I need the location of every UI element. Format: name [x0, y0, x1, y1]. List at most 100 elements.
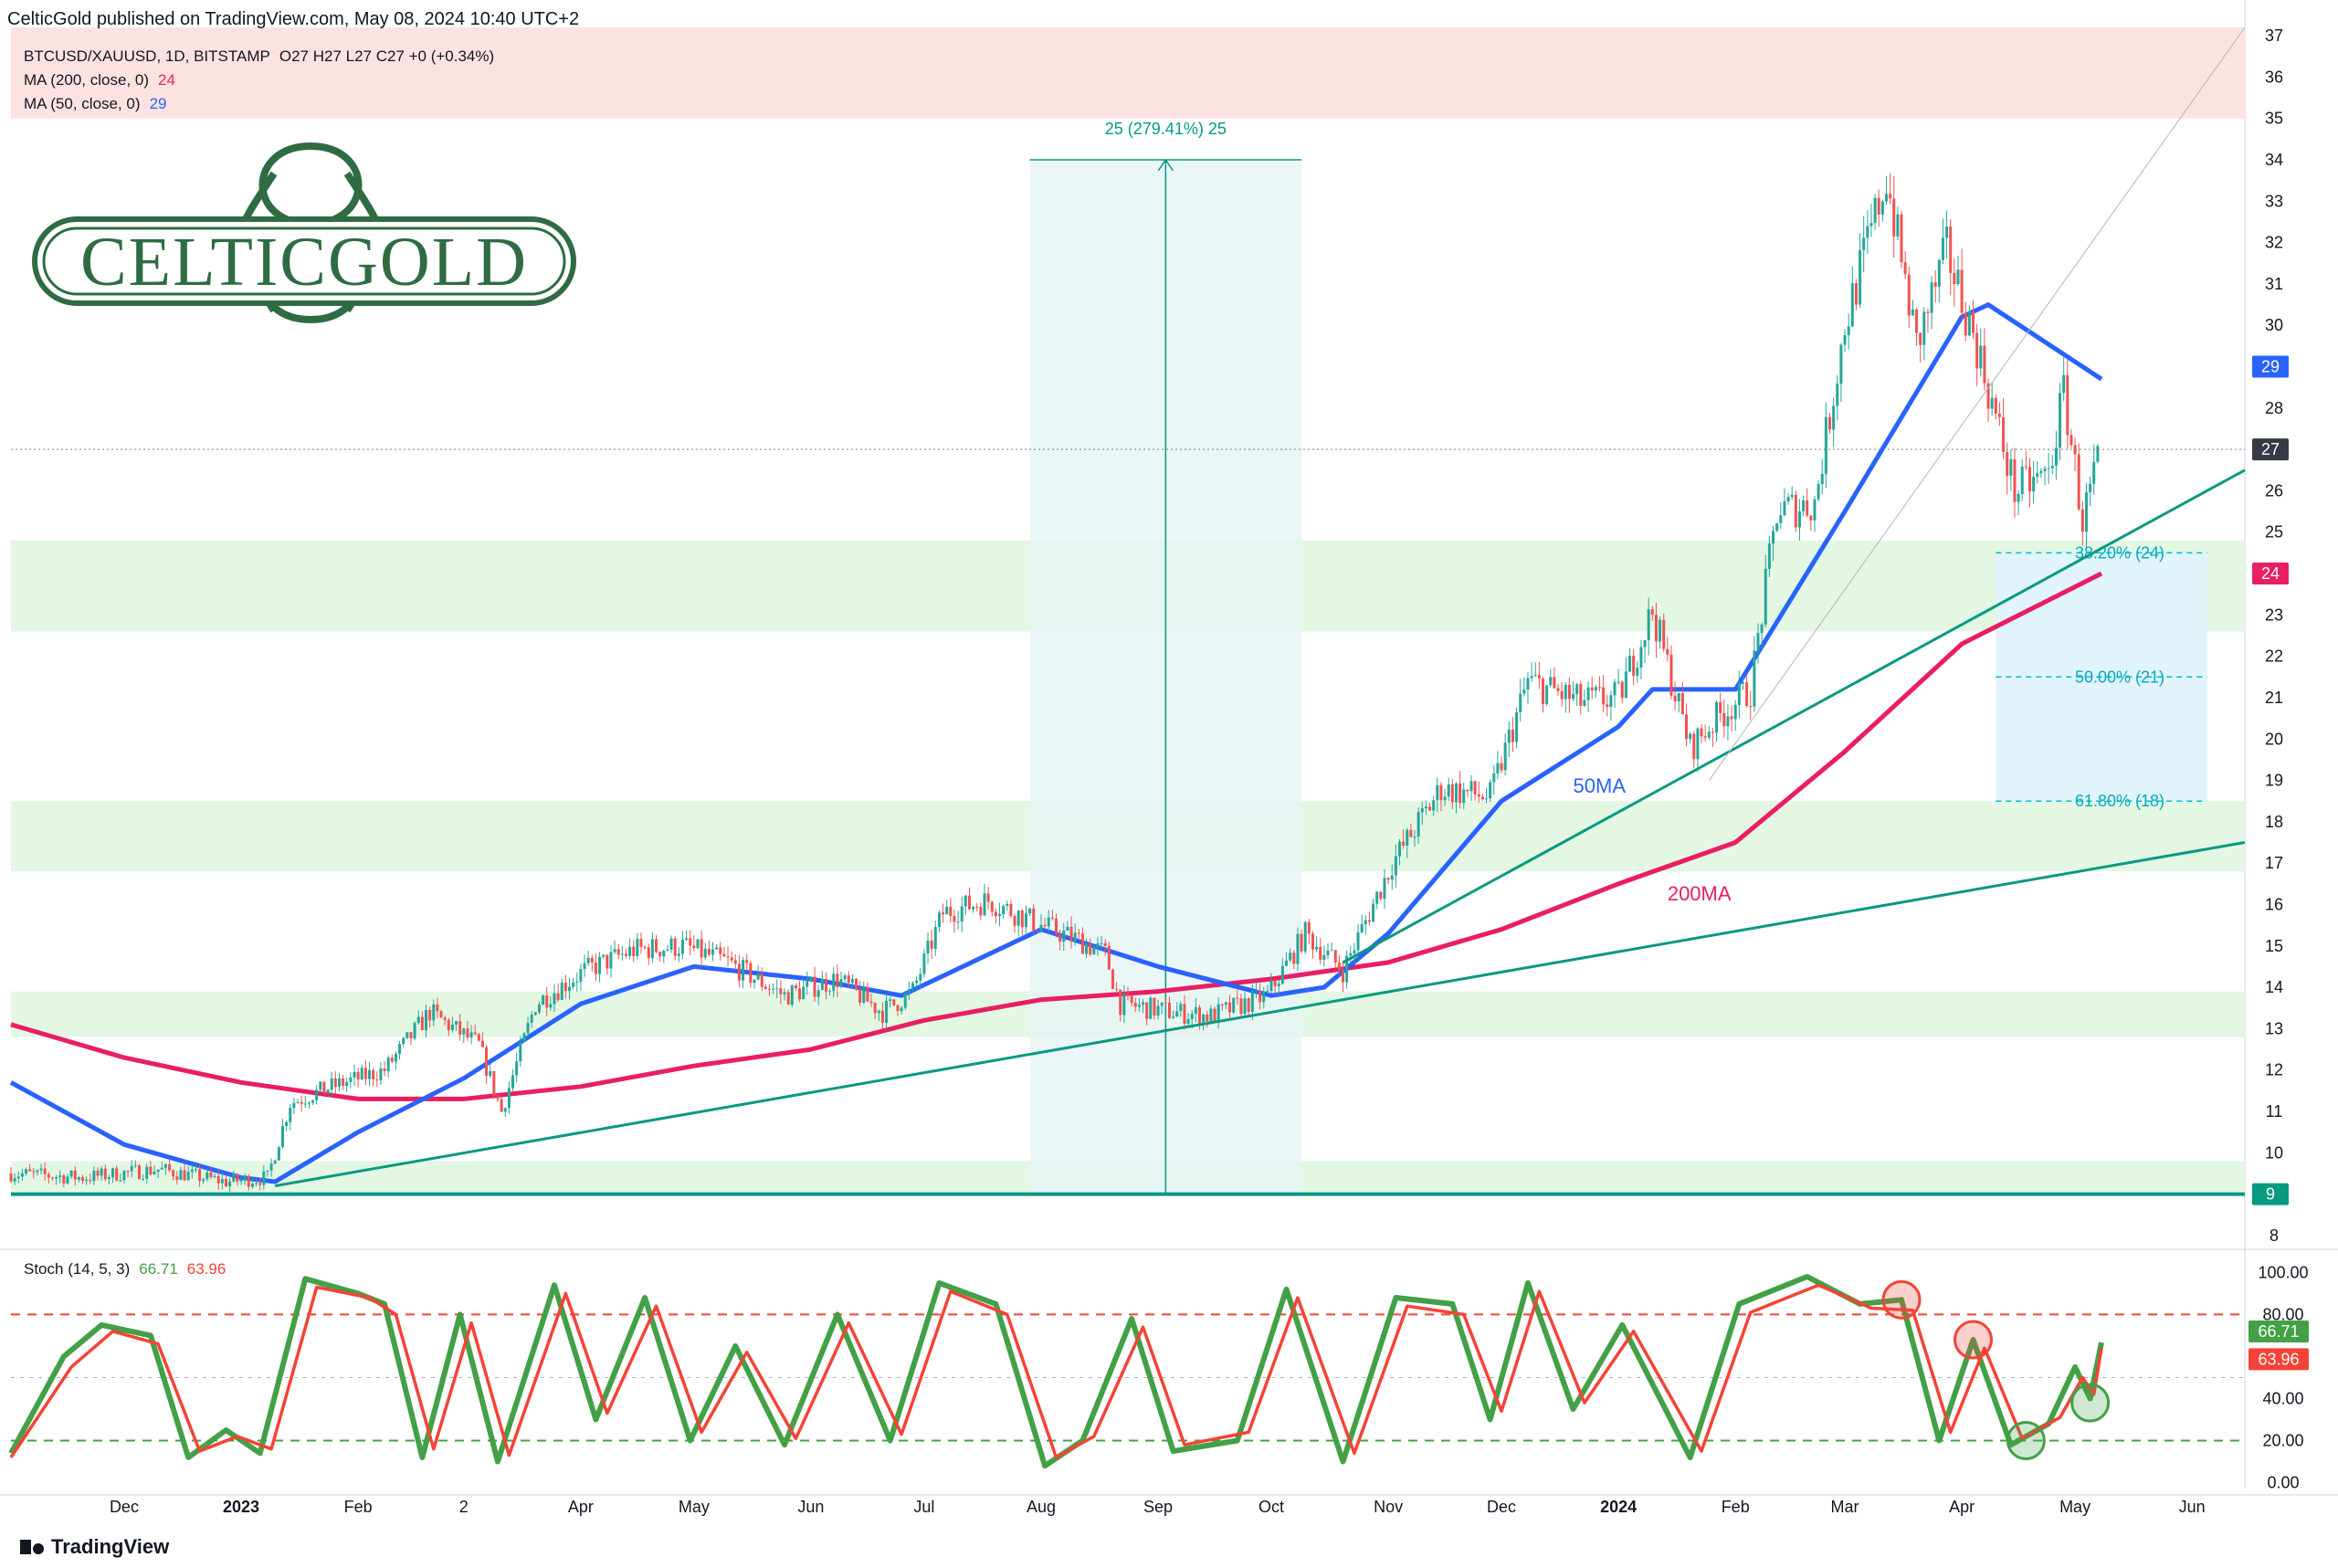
candle-body	[900, 1007, 903, 1012]
candle-body	[183, 1170, 186, 1181]
candle-body	[998, 913, 1002, 917]
candle-body	[1224, 1002, 1227, 1005]
candle-body	[1111, 969, 1114, 989]
candle-body	[1643, 640, 1647, 647]
candle-body	[77, 1177, 80, 1180]
price-tag	[2252, 355, 2289, 378]
candle-body	[1390, 875, 1394, 880]
trendlines	[11, 26, 2246, 1196]
candle-body	[1209, 1008, 1213, 1022]
candle-body	[1703, 736, 1707, 738]
candle-body	[356, 1071, 360, 1080]
ma50-legend[interactable]: MA (50, close, 0) 29	[24, 95, 175, 113]
candle-body	[1964, 312, 1967, 336]
price-tick-label: 10	[2265, 1143, 2283, 1162]
candle-body	[1103, 942, 1107, 946]
candle-body	[2009, 458, 2013, 476]
candle-body	[402, 1037, 405, 1045]
candle-body	[326, 1089, 330, 1094]
candle-body	[398, 1044, 402, 1054]
price-tag	[2252, 438, 2289, 461]
stoch-legend[interactable]: Stoch (14, 5, 3) 66.71 63.96	[24, 1260, 235, 1279]
candle-body	[1972, 310, 1975, 333]
price-tick-label: 26	[2265, 481, 2283, 500]
candle-body	[1280, 965, 1284, 984]
candle-body	[809, 976, 813, 982]
candle-body	[1579, 684, 1583, 706]
candle-body	[1900, 214, 1903, 263]
ma200-legend[interactable]: MA (200, close, 0) 24	[24, 71, 184, 89]
candle-body	[707, 948, 711, 955]
candle-body	[386, 1058, 390, 1071]
candle-body	[1069, 926, 1073, 942]
candle-body	[816, 990, 820, 997]
candle-body	[485, 1047, 489, 1076]
resistance-zone	[11, 27, 2245, 119]
candle-body	[1832, 405, 1836, 430]
candle-body	[2089, 483, 2092, 493]
chart-labels: 50MA 200MA	[1574, 774, 1732, 905]
candle-body	[572, 983, 575, 987]
candle-body	[1262, 992, 1266, 1003]
price-tick-label: 14	[2265, 978, 2283, 996]
candle-body	[250, 1184, 254, 1187]
candle-body	[1375, 891, 1379, 904]
tradingview-footer[interactable]: TradingView	[20, 1535, 169, 1559]
candle-body	[1296, 933, 1300, 964]
candle-body	[1473, 781, 1477, 795]
candle-body	[360, 1068, 363, 1080]
candle-body	[111, 1168, 115, 1178]
stoch-value-tag	[2248, 1321, 2309, 1343]
candle-body	[839, 979, 843, 987]
tradingview-brand: TradingView	[51, 1535, 170, 1558]
time-tick-label: Apr	[568, 1498, 594, 1516]
candle-body	[496, 1095, 500, 1100]
candle-body	[922, 953, 926, 974]
candle-body	[213, 1175, 216, 1177]
trendline	[274, 841, 2246, 1188]
candle-body	[1285, 960, 1289, 966]
candle-body	[1432, 800, 1436, 811]
candle-body	[1843, 334, 1847, 345]
symbol-name[interactable]: BTCUSD/XAUUSD, 1D, BITSTAMP	[24, 47, 270, 65]
candle-body	[1137, 1005, 1141, 1007]
candle-body	[1289, 952, 1292, 961]
candle-body	[85, 1179, 89, 1182]
candle-body	[1190, 1014, 1194, 1020]
candle-body	[1164, 1002, 1167, 1004]
candle-body	[469, 1032, 473, 1038]
candle-body	[225, 1179, 228, 1187]
candle-body	[1975, 332, 1979, 369]
candle-body	[1620, 681, 1624, 699]
candle-body	[586, 957, 590, 963]
candle-body	[1783, 501, 1786, 516]
candle-body	[58, 1175, 62, 1178]
candle-body	[836, 973, 839, 987]
candle-body	[650, 939, 654, 959]
candle-body	[1877, 197, 1880, 215]
candle-body	[1650, 609, 1654, 616]
candle-body	[624, 953, 627, 956]
candle-body	[885, 1000, 889, 1023]
candle-body	[1273, 980, 1277, 986]
candle-body	[1345, 955, 1349, 983]
candle-body	[1519, 693, 1522, 712]
candle-body	[1617, 681, 1620, 683]
candle-body	[25, 1169, 28, 1173]
candle-body	[1443, 796, 1447, 801]
candle-body	[163, 1164, 167, 1168]
candle-body	[198, 1169, 202, 1182]
candle-body	[1160, 1002, 1164, 1006]
price-tick-label: 18	[2265, 813, 2283, 831]
stoch-label: Stoch (14, 5, 3)	[24, 1260, 131, 1278]
candle-body	[1454, 783, 1458, 803]
candle-body	[1303, 921, 1307, 952]
price-tag	[2252, 563, 2289, 585]
candle-body	[1337, 963, 1341, 971]
candle-body	[1450, 784, 1454, 803]
candle-body	[926, 940, 930, 954]
candle-body	[2006, 451, 2009, 476]
candle-body	[432, 1005, 436, 1021]
candle-body	[933, 927, 937, 949]
candle-body	[1669, 654, 1673, 696]
